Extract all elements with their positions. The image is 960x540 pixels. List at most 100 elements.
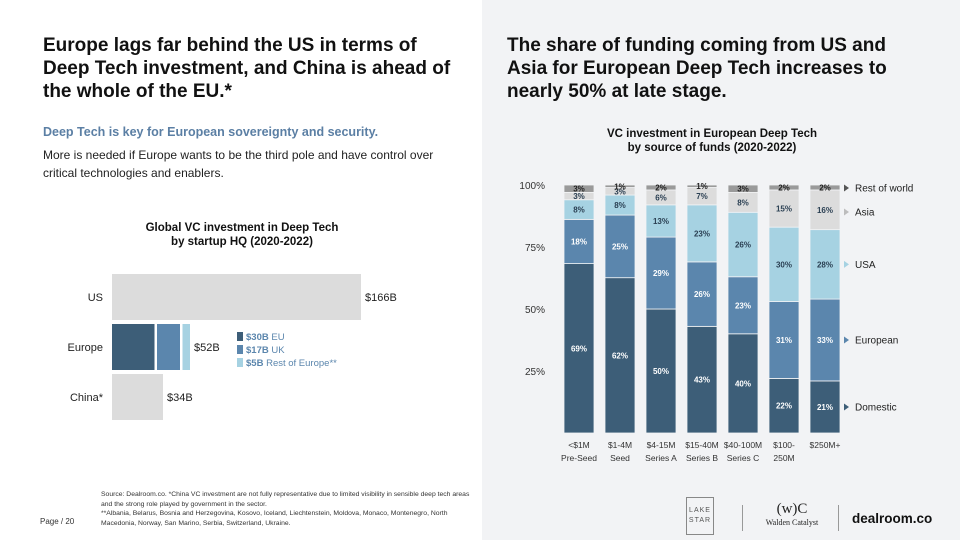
right-headline: The share of funding coming from US and … [507, 35, 887, 102]
segment-value-label: 3% [573, 192, 585, 201]
bar-category-label: Europe [68, 342, 103, 354]
bar-category-label: US [88, 292, 103, 304]
left-chart-title-line2: by startup HQ (2020-2022) [171, 236, 313, 248]
segment-value-label: 1% [614, 182, 626, 191]
segment-value-label: 31% [776, 336, 792, 345]
stacked-segment [645, 236, 677, 310]
stacked-segment [768, 378, 800, 434]
left-chart-title: Global VC investment in Deep Tech by sta… [112, 221, 372, 249]
segment-value-label: 23% [735, 301, 751, 310]
stacked-segment [727, 333, 759, 434]
legend-entry: USA [855, 260, 876, 271]
left-headline: Europe lags far behind the US in terms o… [43, 35, 451, 102]
segment-value-label: 15% [776, 205, 792, 214]
segment-value-label: 69% [571, 344, 587, 353]
footnote-china-note: *China VC investment are not fully repre… [101, 491, 470, 508]
x-category-label: $15-40M [685, 440, 719, 450]
bar-value-label: $166B [365, 292, 397, 304]
dealroom-logo: dealroom.co [852, 511, 933, 526]
stacked-segment [645, 308, 677, 434]
x-category-label: $40-100M [724, 440, 762, 450]
segment-value-label: 29% [653, 269, 669, 278]
hq-bar [112, 274, 361, 320]
right-panel [482, 0, 960, 540]
footnote: Source: Dealroom.co. *China VC investmen… [101, 490, 471, 528]
europe-legend-swatch [237, 345, 243, 354]
hq-bar [112, 374, 163, 420]
lake-star-logo-bottom: STAR [688, 517, 712, 524]
x-category-label: <$1M [568, 440, 590, 450]
right-chart-title-line2: by source of funds (2020-2022) [627, 142, 797, 154]
stacked-segment [686, 325, 718, 434]
left-panel [0, 0, 482, 540]
segment-value-label: 3% [573, 185, 585, 194]
europe-segment-bar [157, 324, 180, 370]
segment-value-label: 3% [614, 187, 626, 196]
legend-entry: Asia [855, 208, 875, 219]
stacked-segment [809, 189, 841, 231]
y-tick-label: 25% [525, 367, 545, 378]
stacked-segment [727, 276, 759, 335]
walden-logo-name: Walden Catalyst [765, 518, 819, 527]
segment-value-label: 22% [776, 402, 792, 411]
bar-value-label: $34B [167, 392, 193, 404]
segment-value-label: 21% [817, 403, 833, 412]
hq-investment-chart: US $166B Europe $52B China* $34B $30B EU $17B U… [68, 274, 397, 420]
footnote-rest-of-europe-note: **Albania, Belarus, Bosnia and Herzegovi… [101, 510, 448, 527]
segment-value-label: 8% [573, 206, 585, 215]
stacked-segment [727, 184, 759, 193]
segment-value-label: 8% [737, 198, 749, 207]
left-body-text: More is needed if Europe wants to be the… [43, 148, 434, 180]
europe-segment-bar [182, 324, 190, 370]
right-chart-title: VC investment in European Deep Tech by s… [570, 127, 854, 155]
walden-catalyst-logo: (w)C Walden Catalyst [756, 500, 828, 527]
logo-divider [742, 505, 743, 531]
x-category-label: $1-4M [608, 440, 632, 450]
legend-entry: Rest of world [855, 184, 913, 195]
segment-value-label: 13% [653, 217, 669, 226]
x-category-label: $250M+ [810, 440, 841, 450]
legend-marker [844, 184, 849, 192]
europe-legend-swatch [237, 332, 243, 341]
stacked-segment [686, 261, 718, 327]
segment-value-label: 6% [655, 193, 667, 202]
y-tick-label: 50% [525, 305, 545, 316]
x-category-label: Series B [686, 453, 718, 463]
logo-divider [838, 505, 839, 531]
segment-value-label: 26% [735, 241, 751, 250]
footnote-source: Source: Dealroom.co. [101, 491, 167, 498]
segment-value-label: 28% [817, 260, 833, 269]
stacked-segment [645, 184, 677, 191]
walden-logo-mark: (w)C [776, 501, 808, 517]
stacked-segment [768, 189, 800, 228]
stacked-segment [809, 229, 841, 300]
stacked-segment [809, 298, 841, 382]
segment-value-label: 16% [817, 206, 833, 215]
x-category-label: $4-15M [647, 440, 676, 450]
segment-value-label: 62% [612, 351, 628, 360]
lake-star-logo-top: LAKE [689, 507, 711, 514]
segment-value-label: 3% [737, 185, 749, 194]
left-chart-title-line1: Global VC investment in Deep Tech [145, 222, 339, 234]
segment-value-label: 26% [694, 290, 710, 299]
legend-marker [844, 208, 849, 216]
bar-category-label: China* [70, 392, 104, 404]
europe-legend-swatch [237, 358, 243, 367]
europe-legend-entry: $30B EU [246, 332, 285, 343]
stacked-segment [604, 277, 636, 434]
europe-legend-entry: $17B UK [246, 345, 285, 356]
segment-value-label: 43% [694, 376, 710, 385]
x-category-label: $100- [773, 440, 795, 450]
segment-value-label: 2% [778, 183, 790, 192]
stacked-segment [604, 184, 636, 188]
segment-value-label: 30% [776, 260, 792, 269]
left-subheading: Deep Tech is key for European sovereignt… [43, 125, 379, 139]
segment-value-label: 23% [694, 229, 710, 238]
legend-entry: Domestic [855, 402, 897, 413]
right-chart-title-line1: VC investment in European Deep Tech [606, 128, 818, 140]
segment-value-label: 25% [612, 242, 628, 251]
y-tick-label: 75% [525, 243, 545, 254]
stacked-segment [686, 184, 718, 188]
stacked-segment [727, 211, 759, 278]
